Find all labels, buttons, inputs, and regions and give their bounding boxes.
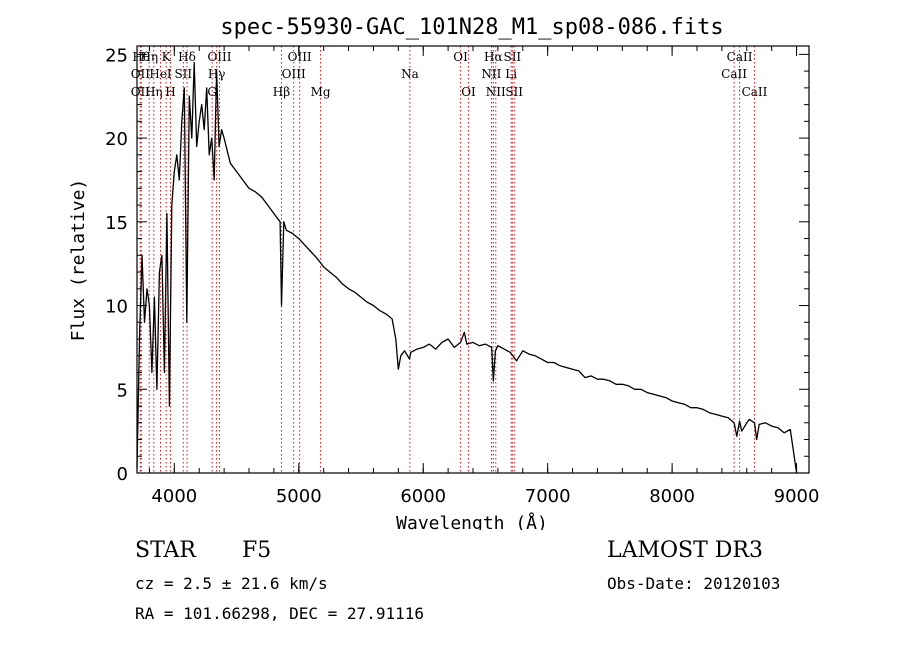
line-label: Hβ (273, 85, 290, 99)
object-class: STAR (135, 538, 196, 563)
line-label: Hα (484, 50, 503, 64)
y-tick-label: 15 (105, 213, 128, 234)
x-tick-label: 6000 (400, 486, 446, 507)
y-tick-label: 20 (105, 129, 128, 150)
line-label: NII (486, 85, 506, 99)
line-label: OI (461, 85, 476, 99)
line-label: HeI (149, 67, 172, 81)
y-tick-label: 25 (105, 45, 128, 66)
spectrum-line (136, 62, 798, 474)
y-tick-label: 10 (105, 297, 128, 318)
line-label: OII (131, 85, 151, 99)
spectrum-chart: spec-55930-GAC_101N28_M1_sp08-086.fits H… (68, 15, 820, 530)
survey-name: LAMOST DR3 (607, 538, 763, 563)
line-label: Mg (311, 85, 331, 99)
redshift-cz: cz = 2.5 ± 21.6 km/s (135, 574, 328, 593)
y-tick-label: 0 (117, 464, 128, 485)
line-label: Hδ (178, 50, 196, 64)
line-label: Hη (145, 85, 163, 99)
line-label: NII (481, 67, 501, 81)
x-tick-label: 4000 (151, 486, 197, 507)
line-label: K (162, 50, 172, 64)
line-label: OIII (282, 67, 306, 81)
y-axis-ticks: 0 5 10 15 20 25 (105, 45, 809, 485)
y-axis-label: Flux (relative) (68, 179, 89, 342)
x-tick-label: 7000 (525, 486, 571, 507)
line-label: OIII (207, 50, 231, 64)
line-label: SII (174, 67, 192, 81)
line-label: Na (401, 67, 419, 81)
x-tick-label: 5000 (276, 486, 322, 507)
line-label: H (165, 85, 175, 99)
line-label: CaII (742, 85, 768, 99)
object-subclass: F5 (242, 538, 272, 563)
y-tick-label: 5 (117, 380, 128, 401)
x-tick-label: 9000 (774, 486, 820, 507)
x-axis-label: Wavelength (Å) (396, 512, 548, 530)
spectral-line-markers (139, 46, 755, 473)
line-label: SII (505, 85, 523, 99)
plot-frame (136, 45, 810, 474)
x-axis-ticks: 4000 5000 6000 7000 8000 9000 (148, 46, 820, 507)
line-label: OIII (288, 50, 312, 64)
line-label: CaII (721, 67, 747, 81)
coordinates: RA = 101.66298, DEC = 27.91116 (135, 604, 424, 623)
series-layer (136, 62, 798, 474)
line-label: OI (453, 50, 468, 64)
line-label: OII (131, 67, 151, 81)
line-label: SII (503, 50, 521, 64)
line-label: CaII (727, 50, 753, 64)
line-label: Hη (140, 50, 158, 64)
line-label: G (207, 85, 217, 99)
observation-date: Obs-Date: 20120103 (607, 574, 781, 593)
x-tick-label: 8000 (649, 486, 695, 507)
line-label: Li (505, 67, 517, 81)
chart-title: spec-55930-GAC_101N28_M1_sp08-086.fits (220, 15, 723, 40)
spectral-line-labels: HθOIIOIIHηHηHeIKHSIIHδGHγOIIIHβOIIIOIIIM… (131, 50, 768, 99)
